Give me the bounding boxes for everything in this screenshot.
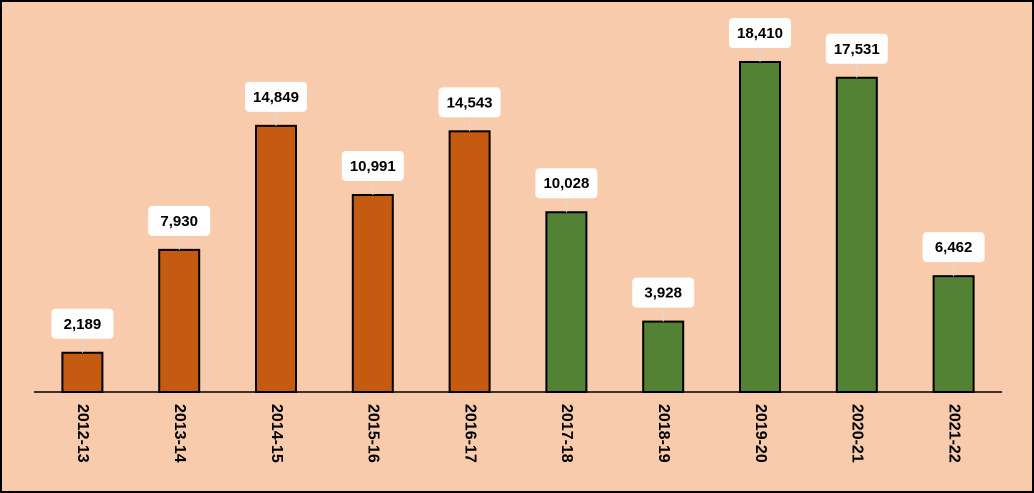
data-label: 6,462	[935, 239, 973, 256]
bars-group	[61, 61, 975, 394]
x-tick-label: 2015-16	[365, 404, 382, 463]
data-labels-group: 2,189 7,930 14,849 10,991 14,543 10,028 3,928 1…	[51, 18, 985, 353]
data-label-box	[148, 205, 211, 236]
data-label: 17,531	[834, 41, 880, 58]
x-tick-label: 2014-15	[268, 404, 285, 463]
bar-2013-14	[158, 248, 201, 393]
data-label: 14,543	[447, 94, 493, 111]
bar-2014-15	[255, 124, 297, 393]
bar-2017-18	[545, 211, 588, 393]
x-tick-label: 2017-18	[558, 404, 575, 463]
bar-2015-16	[351, 193, 394, 393]
x-tick-label: 2019-20	[752, 404, 769, 463]
data-label-box	[245, 81, 307, 112]
data-label: 10,028	[543, 175, 589, 192]
data-label-box	[438, 87, 501, 118]
x-tick-label: 2013-14	[171, 404, 188, 463]
data-label: 2,189	[64, 316, 102, 333]
data-label-box	[922, 232, 985, 263]
data-label-box	[535, 168, 598, 199]
data-label-box	[825, 33, 888, 64]
data-label: 14,849	[253, 89, 299, 106]
data-label-box	[341, 150, 404, 181]
bar-2021-22	[932, 275, 975, 394]
data-label: 18,410	[737, 25, 783, 42]
x-tick-label: 2021-22	[945, 404, 962, 463]
data-label: 3,928	[644, 285, 682, 302]
x-tick-label: 2018-19	[655, 404, 672, 463]
bar-2012-13	[61, 351, 104, 393]
bar-2018-19	[642, 320, 685, 394]
data-label-box	[632, 277, 695, 308]
x-tick-labels-group: 2012-13 2013-14 2014-15 2015-16 2016-17 2017-…	[74, 404, 962, 463]
x-tick-label: 2020-21	[849, 404, 866, 463]
x-tick-label: 2016-17	[461, 404, 478, 463]
data-label: 10,991	[350, 158, 396, 175]
x-tick-label: 2012-13	[74, 404, 91, 463]
bar-2016-17	[448, 130, 491, 393]
bar-2020-21	[835, 76, 878, 394]
data-label: 7,930	[160, 213, 198, 230]
bar-2019-20	[739, 61, 781, 393]
data-label-box	[51, 308, 114, 339]
data-label-box	[729, 18, 791, 48]
